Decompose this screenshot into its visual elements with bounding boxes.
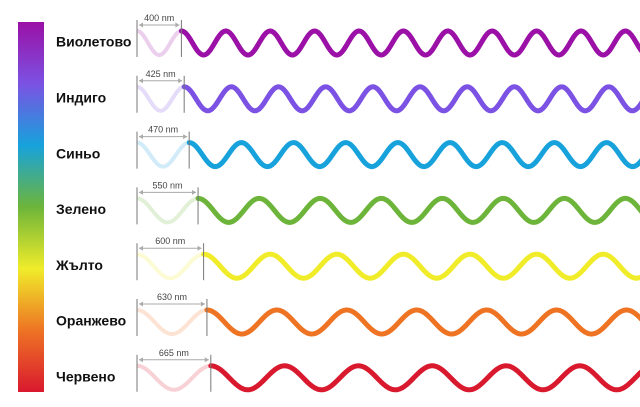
- faded-wave: [136, 84, 185, 113]
- faded-wave: [136, 29, 182, 58]
- spectrum-bar: [18, 22, 44, 392]
- band-name: Червено: [56, 369, 115, 385]
- wavelength-label: 665 nm: [159, 348, 189, 358]
- wave: [208, 363, 640, 393]
- faded-wave: [136, 252, 204, 281]
- wavelength-label: 470 nm: [148, 125, 178, 135]
- band-name: Виолетово: [56, 34, 131, 50]
- wave: [178, 28, 640, 58]
- band-name: Оранжево: [56, 313, 126, 329]
- wavelength-label: 425 nm: [146, 69, 176, 79]
- wavelength-label: 550 nm: [153, 180, 183, 190]
- faded-wave: [136, 196, 199, 225]
- band-name: Зелено: [56, 201, 106, 217]
- faded-wave: [136, 308, 207, 337]
- wave: [186, 140, 640, 170]
- wave: [204, 307, 640, 337]
- wave: [195, 195, 640, 225]
- wavelength-label: 630 nm: [157, 292, 187, 302]
- faded-wave: [136, 140, 190, 169]
- wave: [181, 84, 640, 114]
- band-name: Индиго: [56, 90, 106, 106]
- band-name: Синьо: [56, 145, 100, 161]
- wavelength-label: 600 nm: [155, 236, 185, 246]
- wavelength-label: 400 nm: [144, 13, 174, 23]
- band-name: Жълто: [55, 257, 103, 273]
- faded-wave: [136, 363, 211, 392]
- wave: [201, 251, 640, 281]
